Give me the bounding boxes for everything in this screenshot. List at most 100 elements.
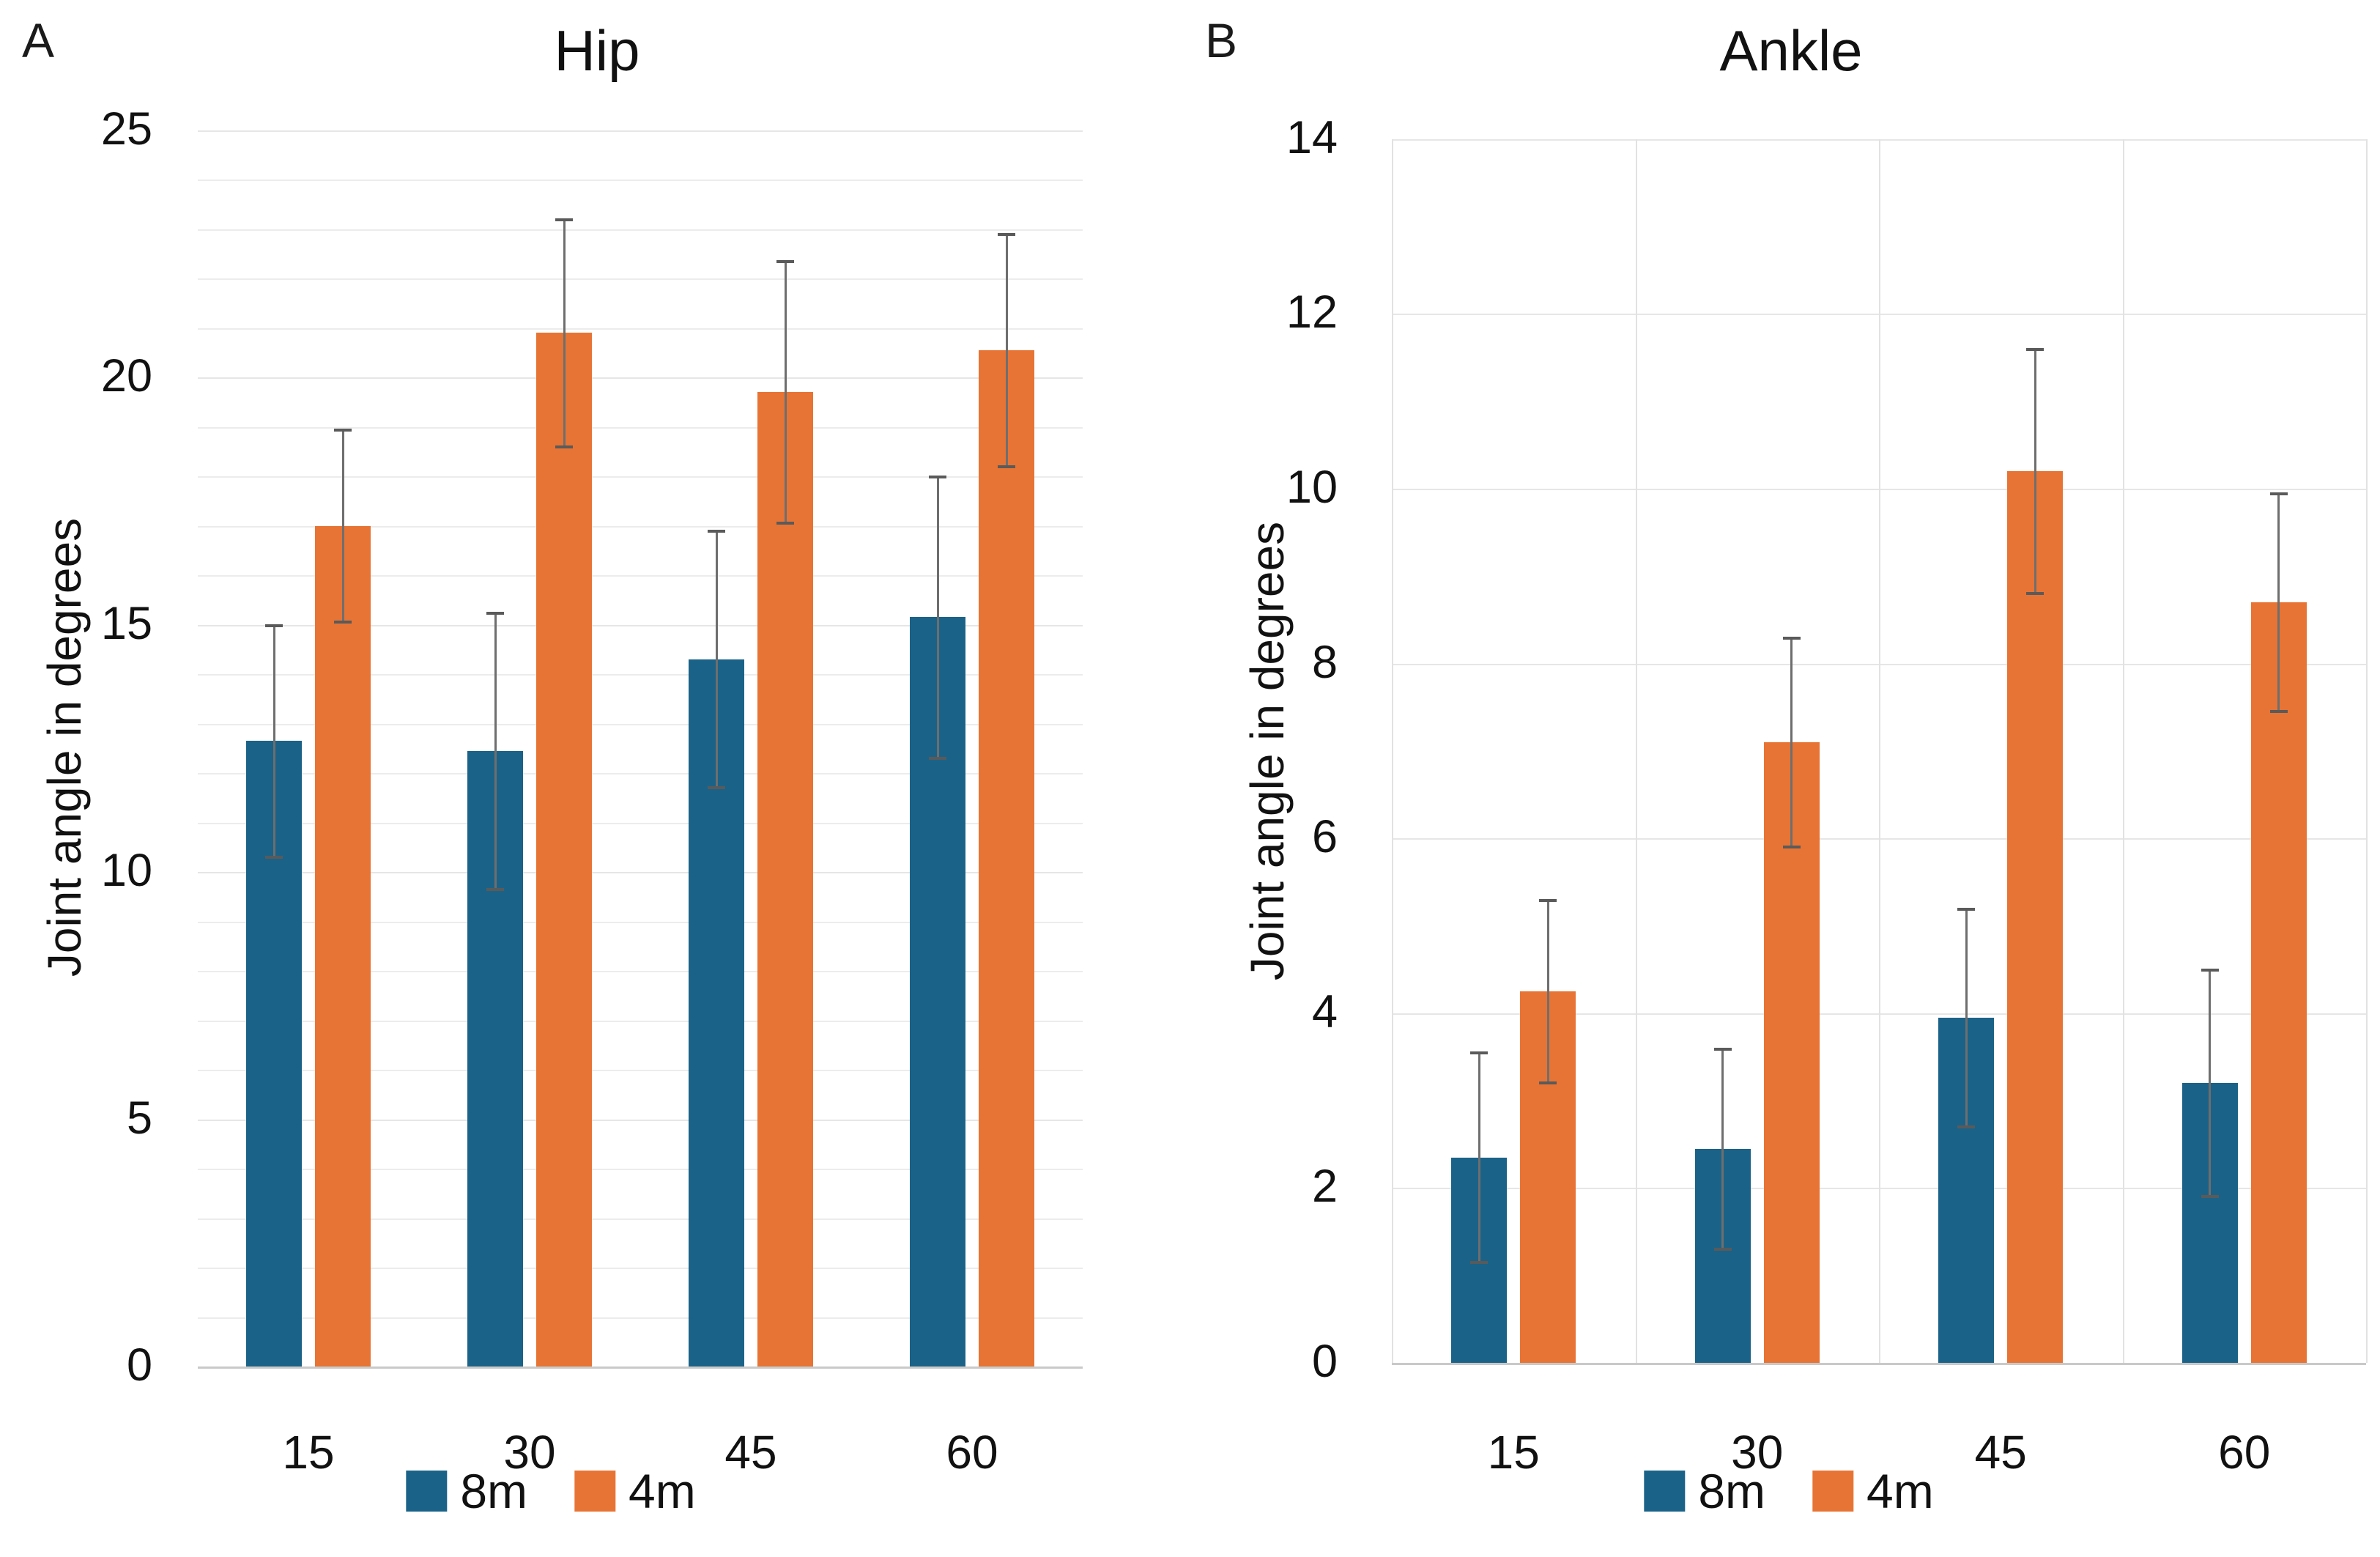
- error-cap-bottom-hip-4m-60: [998, 465, 1015, 468]
- legend-label-4m: 4m: [1866, 1464, 1934, 1518]
- gridline-hip-2: [198, 1268, 1083, 1269]
- panel-b-legend: 8m 4m: [1644, 1464, 1934, 1518]
- gridline-hip-19: [198, 426, 1083, 429]
- gridline-hip-7: [198, 1020, 1083, 1022]
- error-cap-top-ankle-4m-15: [1539, 898, 1557, 902]
- y-tick-label-ankle-14: 14: [1286, 112, 1338, 164]
- error-bar-ankle-4m-30: [1790, 637, 1793, 848]
- bar-hip-4m-60: [979, 350, 1034, 1366]
- gridline-hip-14: [198, 674, 1083, 676]
- x-tick-label-ankle-45: 45: [1974, 1426, 2027, 1479]
- error-cap-bottom-ankle-8m-15: [1470, 1260, 1489, 1264]
- error-cap-bottom-ankle-4m-30: [1782, 846, 1801, 849]
- error-cap-top-ankle-4m-60: [2269, 492, 2288, 495]
- error-bar-ankle-8m-30: [1721, 1048, 1724, 1249]
- x-tick-label-ankle-15: 15: [1487, 1426, 1540, 1479]
- vertical-gridline-ankle-3: [2122, 138, 2124, 1363]
- error-bar-hip-8m-60: [936, 476, 939, 758]
- gridline-hip-6: [198, 1070, 1083, 1071]
- legend-label-8m: 8m: [1698, 1464, 1765, 1518]
- gridline-hip-3: [198, 1218, 1083, 1220]
- gridline-hip-13: [198, 723, 1083, 725]
- x-tick-label-ankle-30: 30: [1731, 1426, 1784, 1479]
- x-tick-label-hip-60: 60: [946, 1426, 998, 1479]
- error-cap-bottom-ankle-4m-15: [1539, 1081, 1557, 1085]
- bar-hip-4m-30: [536, 333, 592, 1366]
- y-tick-label-hip-15: 15: [100, 597, 152, 649]
- error-bar-ankle-8m-45: [1965, 908, 1968, 1127]
- error-bar-hip-8m-30: [494, 612, 497, 890]
- panel-b-letter: B: [1205, 13, 1238, 67]
- error-cap-bottom-hip-4m-15: [334, 621, 352, 624]
- error-cap-bottom-hip-4m-30: [555, 445, 573, 448]
- gridline-hip-25: [198, 130, 1083, 132]
- gridline-hip-23: [198, 229, 1083, 231]
- error-bar-hip-4m-30: [563, 219, 566, 447]
- error-bar-ankle-8m-60: [2209, 969, 2212, 1197]
- error-bar-ankle-4m-45: [2034, 349, 2036, 594]
- error-cap-top-ankle-4m-30: [1782, 636, 1801, 640]
- y-tick-label-hip-20: 20: [100, 350, 152, 402]
- y-tick-label-ankle-0: 0: [1311, 1336, 1338, 1388]
- gridline-hip-24: [198, 180, 1083, 181]
- panel-b-y-axis-title: Joint angle in degrees: [1241, 521, 1294, 981]
- error-cap-top-hip-8m-60: [929, 476, 946, 478]
- error-cap-bottom-hip-8m-45: [708, 786, 725, 790]
- gridline-hip-20: [198, 377, 1083, 379]
- vertical-gridline-ankle-1: [1635, 138, 1637, 1363]
- bar-hip-4m-45: [757, 392, 813, 1366]
- legend-swatch-4m: [574, 1471, 615, 1512]
- error-bar-ankle-8m-15: [1478, 1052, 1480, 1262]
- error-bar-hip-4m-45: [784, 261, 787, 524]
- panel-a-letter: A: [22, 13, 55, 67]
- gridline-hip-16: [198, 575, 1083, 577]
- y-tick-label-hip-0: 0: [126, 1339, 152, 1391]
- error-cap-top-hip-4m-60: [998, 233, 1015, 237]
- legend-swatch-8m: [1644, 1471, 1686, 1512]
- error-cap-top-ankle-4m-45: [2026, 348, 2044, 352]
- legend-item-4m: 4m: [574, 1467, 696, 1515]
- error-cap-top-hip-8m-15: [265, 624, 283, 627]
- legend-label-4m: 4m: [629, 1464, 696, 1518]
- gridline-hip-15: [198, 624, 1083, 626]
- y-tick-label-hip-25: 25: [100, 103, 152, 155]
- gridline-hip-22: [198, 278, 1083, 280]
- error-bar-hip-4m-60: [1005, 234, 1008, 467]
- legend-label-8m: 8m: [460, 1464, 527, 1518]
- x-tick-label-hip-15: 15: [282, 1426, 335, 1479]
- error-cap-bottom-ankle-8m-45: [1957, 1125, 1976, 1128]
- error-cap-bottom-hip-4m-45: [776, 522, 794, 525]
- gridline-hip-9: [198, 921, 1083, 923]
- error-bar-ankle-4m-60: [2277, 492, 2280, 712]
- legend-item-4m: 4m: [1812, 1467, 1934, 1515]
- gridline-hip-5: [198, 1119, 1083, 1121]
- y-tick-label-ankle-2: 2: [1311, 1161, 1338, 1213]
- panel-a-title: Hip: [554, 18, 640, 83]
- x-axis-line-ankle: [1392, 1363, 2366, 1365]
- error-cap-top-ankle-8m-45: [1957, 907, 1976, 911]
- error-cap-top-hip-4m-30: [555, 218, 573, 221]
- gridline-hip-18: [198, 476, 1083, 478]
- error-cap-top-hip-8m-45: [708, 530, 725, 533]
- error-cap-bottom-ankle-8m-30: [1713, 1247, 1732, 1251]
- error-cap-bottom-hip-8m-60: [929, 756, 946, 760]
- legend-item-8m: 8m: [406, 1467, 527, 1515]
- vertical-gridline-ankle-0: [1392, 138, 1393, 1363]
- gridline-hip-21: [198, 328, 1083, 330]
- panel-b-title: Ankle: [1719, 18, 1863, 83]
- vertical-gridline-ankle-4: [2366, 138, 2368, 1363]
- gridline-hip-11: [198, 822, 1083, 824]
- error-cap-top-ankle-8m-30: [1713, 1047, 1732, 1051]
- y-tick-label-ankle-10: 10: [1286, 462, 1338, 514]
- panel-a-legend: 8m 4m: [406, 1467, 696, 1515]
- y-tick-label-ankle-4: 4: [1311, 986, 1338, 1038]
- y-tick-label-ankle-12: 12: [1286, 286, 1338, 339]
- y-tick-label-hip-5: 5: [126, 1092, 152, 1144]
- error-cap-top-ankle-8m-15: [1470, 1051, 1489, 1055]
- error-bar-ankle-4m-15: [1546, 899, 1549, 1084]
- bar-ankle-4m-60: [2250, 602, 2307, 1363]
- panel-a-y-axis-title: Joint angle in degrees: [38, 517, 91, 977]
- vertical-gridline-ankle-2: [1879, 138, 1880, 1363]
- gridline-hip-10: [198, 872, 1083, 873]
